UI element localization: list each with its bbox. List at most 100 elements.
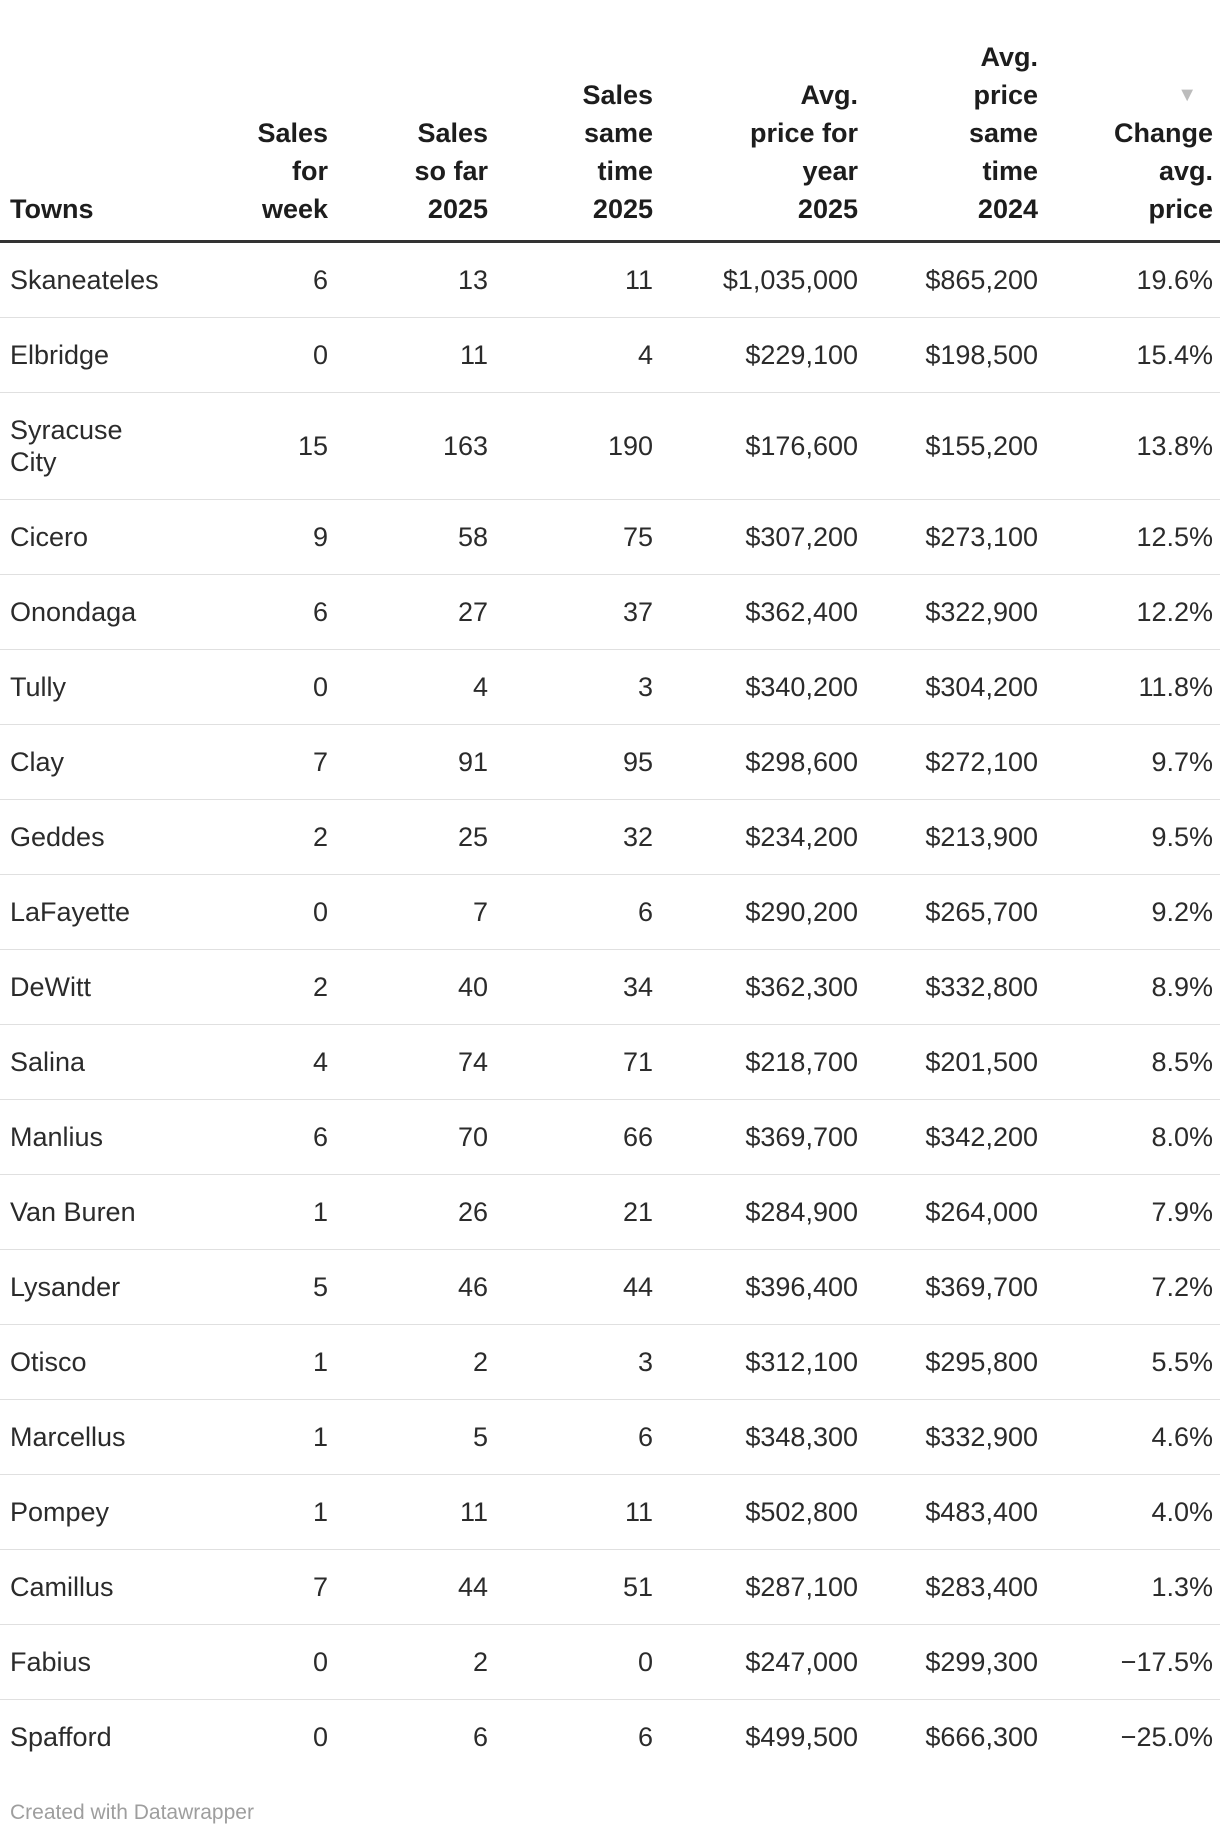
town-cell: Cicero: [0, 499, 170, 575]
change-pct-cell: −25.0%: [1038, 1699, 1220, 1774]
sales-same-time-cell: 190: [488, 392, 653, 500]
column-header-avg-price-same-time-2024[interactable]: Avg. price same time 2024: [858, 38, 1038, 243]
town-cell: Tully: [0, 649, 170, 725]
sales-week-cell: 1: [170, 1399, 328, 1475]
table-row: Tully 0 4 3 $340,200 $304,200 11.8%: [0, 649, 1220, 725]
avg-price-2024-cell: $483,400: [858, 1474, 1038, 1550]
town-cell: Onondaga: [0, 574, 170, 650]
sales-same-time-cell: 71: [488, 1024, 653, 1100]
table-row: Fabius 0 2 0 $247,000 $299,300 −17.5%: [0, 1624, 1220, 1700]
sort-descending-icon: ▼: [1177, 84, 1197, 106]
sales-so-far-cell: 5: [328, 1399, 488, 1475]
avg-price-2025-cell: $348,300: [653, 1399, 858, 1475]
town-cell: LaFayette: [0, 874, 170, 950]
sales-week-cell: 9: [170, 499, 328, 575]
avg-price-2024-cell: $201,500: [858, 1024, 1038, 1100]
avg-price-2024-cell: $299,300: [858, 1624, 1038, 1700]
sales-so-far-cell: 26: [328, 1174, 488, 1250]
avg-price-2025-cell: $290,200: [653, 874, 858, 950]
table-row: Otisco 1 2 3 $312,100 $295,800 5.5%: [0, 1324, 1220, 1400]
sales-same-time-cell: 6: [488, 1699, 653, 1774]
avg-price-2025-cell: $229,100: [653, 317, 858, 393]
avg-price-2025-cell: $499,500: [653, 1699, 858, 1774]
change-pct-cell: 9.7%: [1038, 724, 1220, 800]
avg-price-2025-cell: $1,035,000: [722, 265, 858, 295]
sales-same-time-cell: 11: [624, 265, 653, 295]
avg-price-2024-cell: $342,200: [858, 1099, 1038, 1175]
town-cell: DeWitt: [0, 949, 170, 1025]
avg-price-2024-cell: $198,500: [858, 317, 1038, 393]
sales-so-far-cell: 163: [328, 392, 488, 500]
sales-same-time-cell: 44: [488, 1249, 653, 1325]
avg-price-2025-cell: $340,200: [653, 649, 858, 725]
avg-price-2025-cell: $307,200: [653, 499, 858, 575]
sales-week-cell: 6: [170, 574, 328, 650]
town-cell: Camillus: [0, 1549, 170, 1625]
sales-week-cell: 5: [170, 1249, 328, 1325]
avg-price-2025-cell: $218,700: [653, 1024, 858, 1100]
sales-so-far-cell: 74: [328, 1024, 488, 1100]
table-row: Van Buren 1 26 21 $284,900 $264,000 7.9%: [0, 1174, 1220, 1250]
town-cell: Lysander: [0, 1249, 170, 1325]
avg-price-2025-cell: $298,600: [653, 724, 858, 800]
sales-same-time-cell: 34: [488, 949, 653, 1025]
change-pct-cell: 8.9%: [1038, 949, 1220, 1025]
sales-week-cell: 1: [170, 1324, 328, 1400]
sales-same-time-cell: 3: [488, 649, 653, 725]
column-header-sales-for-week[interactable]: Sales for week: [170, 38, 328, 243]
avg-price-2025-cell: $369,700: [653, 1099, 858, 1175]
town-cell: Manlius: [0, 1099, 170, 1175]
town-cell: Clay: [0, 724, 170, 800]
avg-price-2024-cell: $865,200: [925, 265, 1038, 295]
sales-so-far-cell: 40: [328, 949, 488, 1025]
sales-so-far-cell: 44: [328, 1549, 488, 1625]
sales-same-time-cell: 21: [488, 1174, 653, 1250]
sales-same-time-cell: 0: [488, 1624, 653, 1700]
avg-price-2025-cell: $312,100: [653, 1324, 858, 1400]
column-header-label: Change avg. price: [1113, 118, 1213, 224]
sales-so-far-cell: 2: [328, 1624, 488, 1700]
change-pct-cell: 5.5%: [1038, 1324, 1220, 1400]
column-header-change-avg-price[interactable]: ▼ Change avg. price: [1038, 38, 1220, 243]
town-cell: Fabius: [0, 1624, 170, 1700]
sales-week-cell: 2: [170, 949, 328, 1025]
column-header-sales-same-time-2025[interactable]: Sales same time 2025: [488, 38, 653, 243]
column-header-sales-so-far-2025[interactable]: Sales so far 2025: [328, 38, 488, 243]
sales-so-far-cell: 58: [328, 499, 488, 575]
sales-so-far-cell: 70: [328, 1099, 488, 1175]
column-header-label: Sales so far 2025: [414, 118, 488, 224]
avg-price-2024-cell: $369,700: [858, 1249, 1038, 1325]
header-row: Towns Sales for week Sales so far 2025 S…: [0, 38, 1220, 243]
column-header-avg-price-year-2025[interactable]: Avg. price for year 2025: [653, 38, 858, 243]
sales-week-cell: 1: [170, 1474, 328, 1550]
avg-price-2024-cell: $265,700: [858, 874, 1038, 950]
column-header-label: Sales for week: [257, 118, 328, 224]
column-header-towns[interactable]: Towns: [0, 38, 170, 243]
sales-same-time-cell: 6: [488, 1399, 653, 1475]
avg-price-2025-cell: $176,600: [653, 392, 858, 500]
sales-so-far-cell: 27: [328, 574, 488, 650]
table-row: Manlius 6 70 66 $369,700 $342,200 8.0%: [0, 1099, 1220, 1175]
sales-so-far-cell: 4: [328, 649, 488, 725]
sales-so-far-cell: 91: [328, 724, 488, 800]
town-cell: Syracuse City: [0, 392, 170, 500]
change-pct-cell: 15.4%: [1038, 317, 1220, 393]
table-row: Skaneateles 6 13 11 $1,035,000 $865,200 …: [0, 242, 1220, 318]
sales-week-cell: 15: [170, 392, 328, 500]
change-pct-cell: 11.8%: [1038, 649, 1220, 725]
sales-week-cell: 0: [170, 1699, 328, 1774]
avg-price-2024-cell: $332,900: [858, 1399, 1038, 1475]
avg-price-2025-cell: $284,900: [653, 1174, 858, 1250]
sales-week-cell: 6: [312, 265, 328, 295]
change-pct-cell: 8.5%: [1038, 1024, 1220, 1100]
avg-price-2025-cell: $502,800: [653, 1474, 858, 1550]
avg-price-2024-cell: $332,800: [858, 949, 1038, 1025]
avg-price-2025-cell: $362,300: [653, 949, 858, 1025]
change-pct-cell: 4.0%: [1038, 1474, 1220, 1550]
sales-same-time-cell: 37: [488, 574, 653, 650]
table-row: Camillus 7 44 51 $287,100 $283,400 1.3%: [0, 1549, 1220, 1625]
town-cell: Geddes: [0, 799, 170, 875]
column-header-label: Avg. price for year 2025: [749, 80, 858, 224]
sales-week-cell: 1: [170, 1174, 328, 1250]
table-row: Spafford 0 6 6 $499,500 $666,300 −25.0%: [0, 1699, 1220, 1774]
